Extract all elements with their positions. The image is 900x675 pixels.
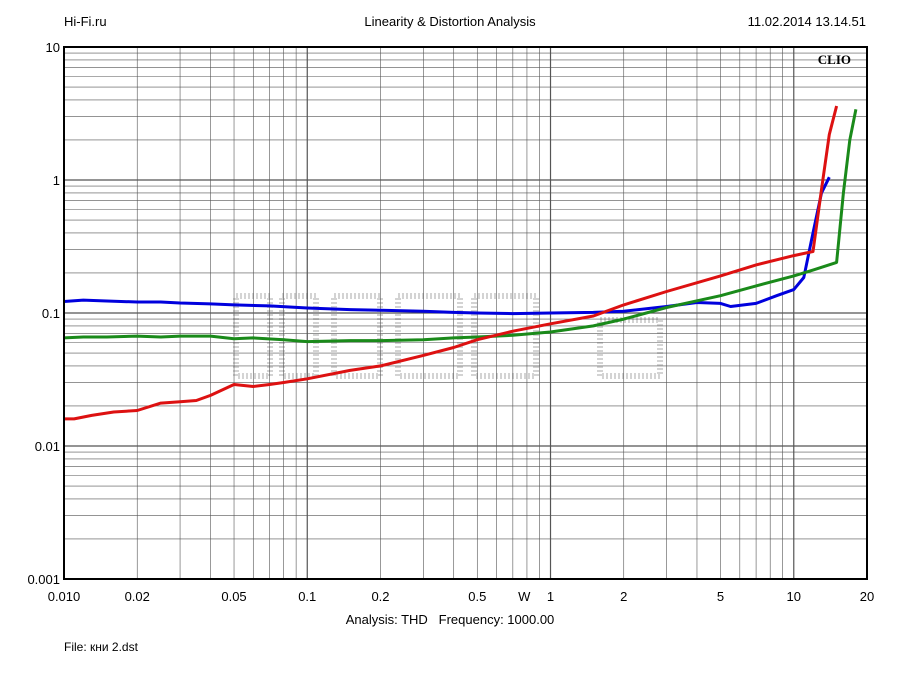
y-tick-label: 0.01	[35, 439, 60, 454]
x-tick-label: 10	[787, 589, 801, 604]
x-tick-label: W	[518, 589, 531, 604]
x-tick-labels: 0.010 0.02 0.05 0.1 0.2 0.5 W 1 2 5 10 20	[48, 589, 875, 604]
x-tick-label: 1	[547, 589, 554, 604]
analysis-frequency: Frequency: 1000.00	[438, 612, 555, 627]
y-tick-labels: 10 1 0.1 0.01 0.001	[27, 40, 60, 587]
x-tick-label: 5	[717, 589, 724, 604]
x-tick-label: 20	[860, 589, 874, 604]
header-title: Linearity & Distortion Analysis	[364, 14, 536, 29]
y-tick-label: 0.1	[42, 306, 60, 321]
watermark-logo	[233, 293, 663, 379]
analysis-caption: Analysis: THD Frequency: 1000.00	[0, 612, 900, 627]
x-tick-label: 0.2	[371, 589, 389, 604]
series-line-2	[63, 109, 858, 344]
plot-frame	[63, 46, 868, 580]
clio-brand-label: CLIO	[818, 52, 851, 67]
x-tick-label: 2	[620, 589, 627, 604]
y-tick-label: 10	[46, 40, 60, 55]
x-tick-label: 0.5	[468, 589, 486, 604]
header-timestamp: 11.02.2014 13.14.51	[747, 14, 866, 29]
y-tick-label: 0.001	[27, 572, 60, 587]
x-tick-label: 0.02	[125, 589, 150, 604]
header-left-text: Hi-Fi.ru	[64, 14, 107, 29]
x-tick-label: 0.010	[48, 589, 81, 604]
x-tick-label: 0.1	[298, 589, 316, 604]
series-line-1	[63, 176, 831, 316]
y-tick-label: 1	[53, 173, 60, 188]
file-name: File: кни 2.dst	[64, 640, 138, 654]
x-tick-label: 0.05	[221, 589, 246, 604]
chart-series	[63, 105, 858, 421]
analysis-type: Analysis: THD	[345, 612, 428, 627]
series-line-3	[64, 105, 839, 421]
